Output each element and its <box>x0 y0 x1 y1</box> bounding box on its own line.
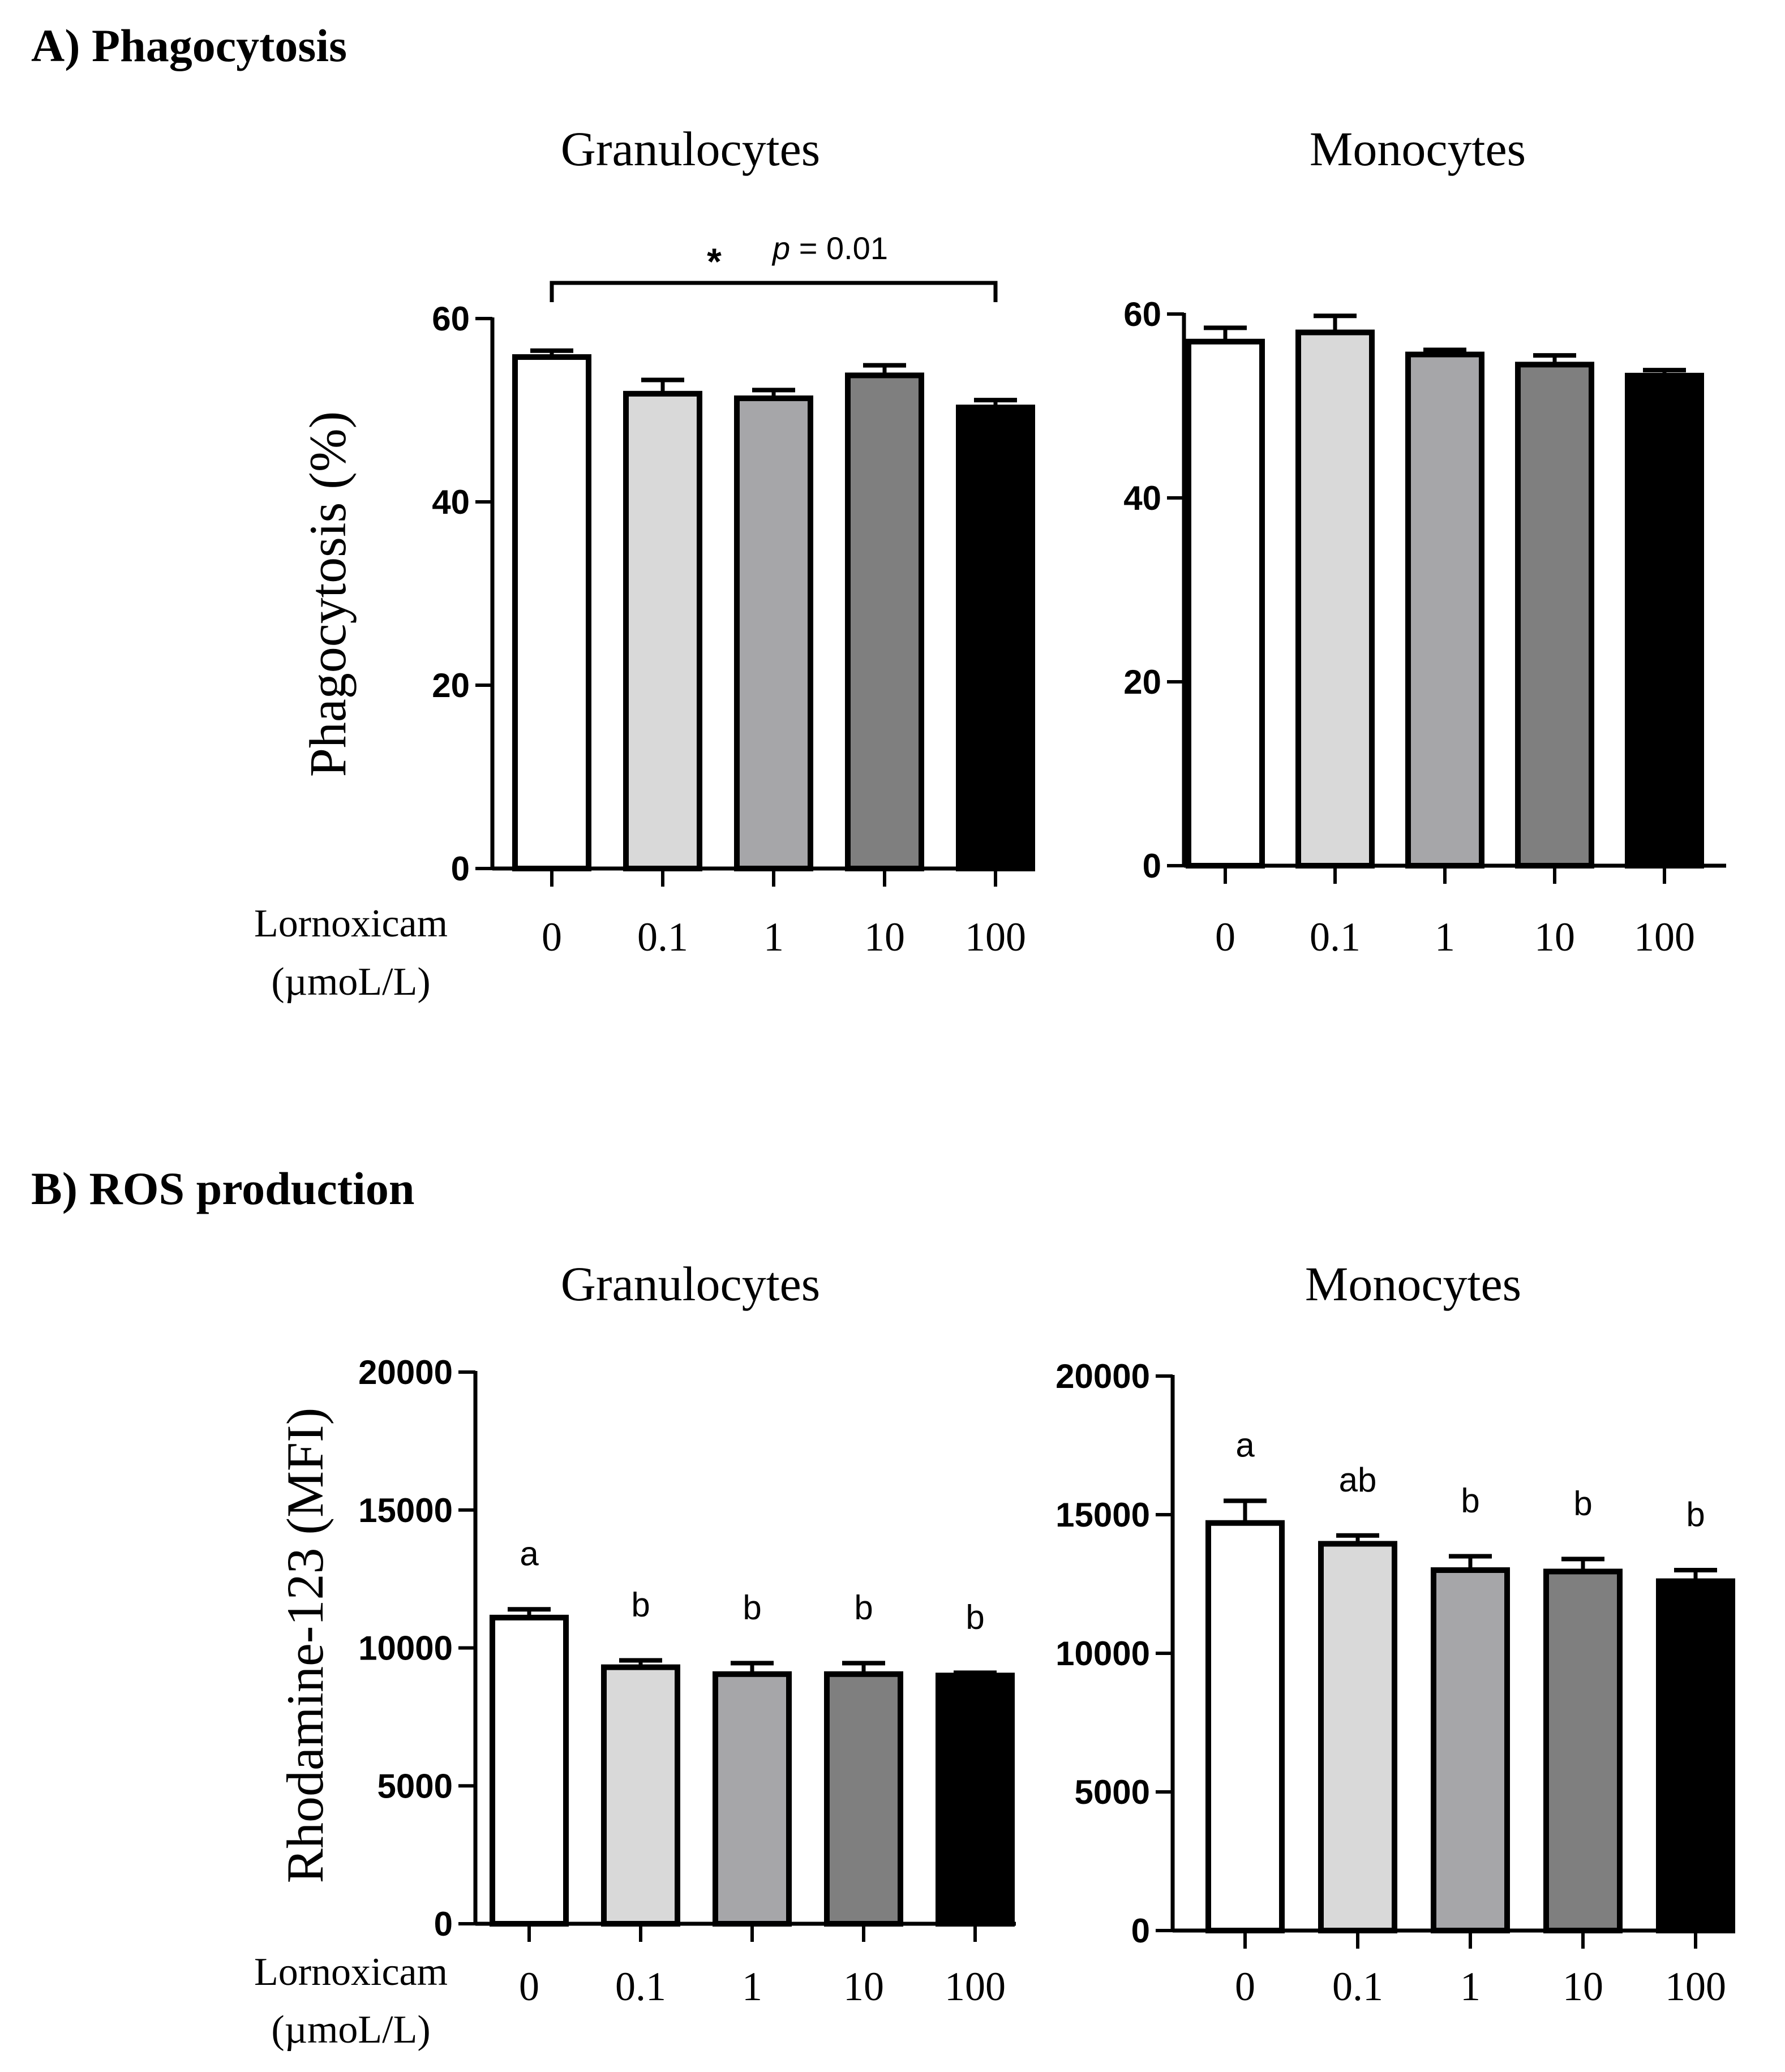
phago-mono-title: Monocytes <box>1310 122 1526 176</box>
phago-gran-bar <box>512 354 591 871</box>
ros-mono-letter-label: b <box>1686 1495 1705 1533</box>
section-a-label: A) Phagocytosis <box>31 20 347 71</box>
chart-phagocytosis-monocytes: Monocytes 0 20 40 60 0 0.1 1 10 100 <box>1123 122 1726 960</box>
ros-mono-x-tick-label: 0 <box>1235 1964 1255 2009</box>
x-axis-label-line1-b: Lornoxicam <box>254 1950 448 1994</box>
ros-mono-letter-label: b <box>1461 1482 1479 1520</box>
ros-gran-x-tick-label: 0 <box>519 1964 539 2009</box>
phago-gran-significance-p-label: p = 0.01 <box>771 230 888 266</box>
ros-mono-bar <box>1543 1568 1623 1933</box>
ros-mono-y-tick-label: 5000 <box>1075 1773 1150 1811</box>
phago-gran-x-tick-label: 0 <box>542 914 562 960</box>
ros-gran-bar <box>490 1614 569 1927</box>
chart-phagocytosis-granulocytes: Granulocytes Phagocytosis (%) 0 20 40 60 0 0.1 1… <box>299 122 1035 960</box>
phago-mono-y-tick-label: 20 <box>1123 663 1161 701</box>
phago-gran-significance-star: * <box>707 240 722 282</box>
ros-mono-letter-label: ab <box>1339 1461 1377 1499</box>
ros-gran-letter-label: b <box>631 1585 650 1623</box>
x-axis-label-line1-a: Lornoxicam <box>254 902 448 945</box>
ros-gran-y-tick-label: 15000 <box>358 1491 453 1529</box>
ros-gran-y-tick-label: 10000 <box>358 1630 453 1667</box>
phago-mono-x-tick-label: 100 <box>1634 914 1695 960</box>
phago-mono-x-tick-label: 0.1 <box>1310 914 1361 960</box>
phago-gran-bar <box>734 395 813 871</box>
ros-mono-bar <box>1205 1520 1285 1933</box>
phago-gran-significance-bracket <box>550 281 998 302</box>
ros-gran-bar <box>601 1664 680 1927</box>
ros-mono-y-tick-label: 10000 <box>1055 1635 1150 1673</box>
phago-gran-y-tick-label: 0 <box>451 850 470 888</box>
phago-mono-bar <box>1405 351 1484 869</box>
ros-gran-bar <box>824 1671 903 1927</box>
ros-mono-letter-label: a <box>1235 1426 1255 1464</box>
phago-mono-y-tick-label: 0 <box>1143 847 1161 885</box>
phago-mono-x-tick-label: 10 <box>1534 914 1575 960</box>
phago-gran-title: Granulocytes <box>561 122 821 176</box>
ros-mono-y-tick-label: 0 <box>1131 1912 1150 1950</box>
ros-mono-bar <box>1656 1578 1735 1934</box>
phago-gran-p-symbol: p <box>771 230 790 266</box>
x-axis-label-line2-b: (µmoL/L) <box>271 2008 430 2052</box>
ros-gran-y-tick-label: 0 <box>434 1905 453 1943</box>
phago-mono-x-tick-label: 1 <box>1435 914 1455 960</box>
phago-gran-bar <box>623 390 702 871</box>
ros-mono-y-tick-label: 15000 <box>1055 1496 1150 1534</box>
ros-mono-bar <box>1318 1541 1397 1933</box>
phago-mono-bar <box>1186 338 1265 869</box>
chart-ros-monocytes: Monocytes 0 5000 10000 15000 20000 0 a 0.1 ab 1 b 10… <box>1055 1257 1735 2009</box>
phago-mono-bar <box>1625 372 1704 869</box>
phago-gran-bar <box>956 405 1035 871</box>
phago-gran-x-tick-label: 1 <box>763 914 784 960</box>
phago-gran-x-tick-label: 100 <box>965 914 1026 960</box>
phago-gran-bar <box>845 372 924 871</box>
phago-gran-p-value: = 0.01 <box>790 230 888 266</box>
ros-mono-x-tick-label: 0.1 <box>1332 1964 1383 2009</box>
phago-mono-y-tick-label: 60 <box>1123 295 1161 333</box>
ros-gran-bar <box>713 1671 792 1927</box>
ros-mono-y-tick-label: 20000 <box>1055 1357 1150 1395</box>
ros-gran-x-tick-label: 0.1 <box>615 1964 666 2009</box>
phago-gran-y-tick-label: 20 <box>432 667 470 704</box>
ros-gran-title: Granulocytes <box>561 1257 821 1311</box>
ros-gran-x-tick-label: 10 <box>843 1964 884 2009</box>
ros-gran-x-tick-label: 100 <box>945 1964 1006 2009</box>
ros-gran-ylabel: Rhodamine-123 (MFI) <box>276 1408 334 1884</box>
ros-mono-bar <box>1431 1567 1510 1933</box>
ros-mono-title: Monocytes <box>1305 1257 1521 1311</box>
ros-mono-x-tick-label: 1 <box>1460 1964 1481 2009</box>
ros-mono-letter-label: b <box>1573 1484 1592 1522</box>
ros-gran-y-tick-label: 5000 <box>377 1767 453 1805</box>
ros-gran-y-tick-label: 20000 <box>358 1353 453 1391</box>
phago-gran-x-tick-label: 0.1 <box>637 914 688 960</box>
phago-mono-bar <box>1295 329 1375 869</box>
phago-gran-ylabel: Phagocytosis (%) <box>299 411 357 777</box>
ros-mono-x-tick-label: 10 <box>1563 1964 1603 2009</box>
phago-mono-x-tick-label: 0 <box>1215 914 1235 960</box>
ros-gran-letter-label: b <box>966 1598 984 1636</box>
phago-mono-y-tick-label: 40 <box>1123 479 1161 517</box>
phago-gran-x-tick-label: 10 <box>864 914 905 960</box>
ros-gran-letter-label: b <box>743 1588 761 1626</box>
ros-gran-x-tick-label: 1 <box>742 1964 762 2009</box>
phago-gran-y-tick-label: 40 <box>432 483 470 521</box>
ros-gran-bar <box>936 1673 1015 1927</box>
ros-gran-letter-label: a <box>520 1534 539 1572</box>
ros-gran-letter-label: b <box>854 1588 873 1626</box>
phago-gran-y-tick-label: 60 <box>432 300 470 338</box>
ros-mono-x-tick-label: 100 <box>1665 1964 1726 2009</box>
phago-mono-bar <box>1515 362 1594 869</box>
section-b-label: B) ROS production <box>31 1163 414 1214</box>
x-axis-label-line2-a: (µmoL/L) <box>271 960 430 1004</box>
